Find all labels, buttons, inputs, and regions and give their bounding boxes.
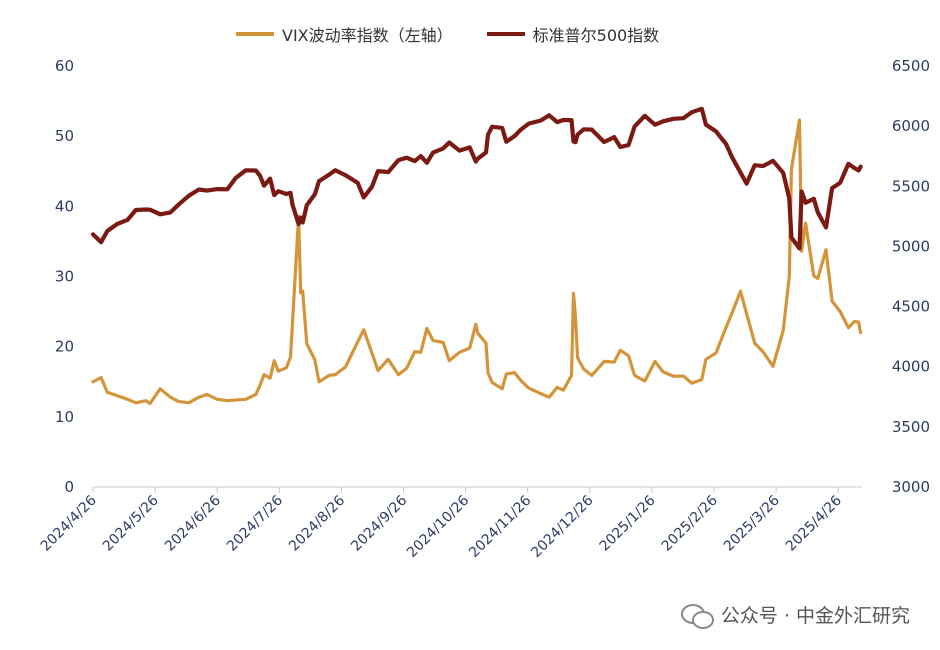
legend-item-spx: 标准普尔500指数	[486, 22, 660, 46]
legend-label-spx: 标准普尔500指数	[532, 26, 660, 45]
x-tick-label: 2024/9/26	[348, 492, 410, 554]
y-left-tick-label: 60	[55, 57, 74, 75]
spx-series-line	[90, 106, 863, 251]
x-tick-label: 2025/2/26	[659, 492, 721, 554]
x-tick-label: 2024/5/26	[100, 492, 162, 554]
y-left-tick-label: 30	[55, 268, 74, 286]
wechat-icon	[680, 603, 714, 629]
y-right-tick-label: 3500	[892, 418, 930, 436]
x-tick-label: 2024/8/26	[286, 492, 348, 554]
y-right-tick-label: 6000	[892, 117, 930, 135]
y-right-tick-label: 5000	[892, 237, 930, 255]
y-left-tick-label: 20	[55, 338, 74, 356]
y-left-tick-label: 50	[55, 127, 74, 145]
y-left-tick-label: 10	[55, 408, 74, 426]
y-right-tick-label: 3000	[892, 478, 930, 496]
legend-swatch-spx	[486, 32, 525, 36]
y-right-tick-label: 5500	[892, 177, 930, 195]
x-tick-label: 2025/3/26	[721, 492, 783, 554]
y-right-tick-label: 4500	[892, 298, 930, 316]
y-right-tick-label: 4000	[892, 358, 930, 376]
y-left-tick-label: 0	[64, 478, 74, 496]
x-tick-label: 2024/12/26	[528, 492, 596, 560]
x-tick-label: 2024/7/26	[224, 492, 286, 554]
chart-series	[90, 106, 863, 406]
x-tick-label: 2024/11/26	[466, 492, 534, 560]
legend-swatch-vix	[236, 32, 274, 36]
x-tick-label: 2025/4/26	[783, 492, 845, 554]
x-tick-label: 2025/1/26	[597, 492, 659, 554]
watermark-text: 公众号 · 中金外汇研究	[720, 605, 910, 627]
y-right-tick-label: 6500	[892, 57, 930, 75]
legend-item-vix: VIX波动率指数（左轴）	[236, 22, 453, 46]
x-tick-label: 2024/6/26	[162, 492, 224, 554]
chart-legend: VIX波动率指数（左轴） 标准普尔500指数	[236, 22, 693, 46]
legend-label-vix: VIX波动率指数（左轴）	[282, 26, 453, 45]
y-left-tick-label: 40	[55, 197, 74, 215]
watermark: 公众号 · 中金外汇研究	[680, 601, 910, 629]
x-tick-label: 2024/10/26	[404, 492, 472, 560]
x-tick-label: 2024/4/26	[38, 492, 100, 554]
vix-series-line	[91, 118, 863, 406]
